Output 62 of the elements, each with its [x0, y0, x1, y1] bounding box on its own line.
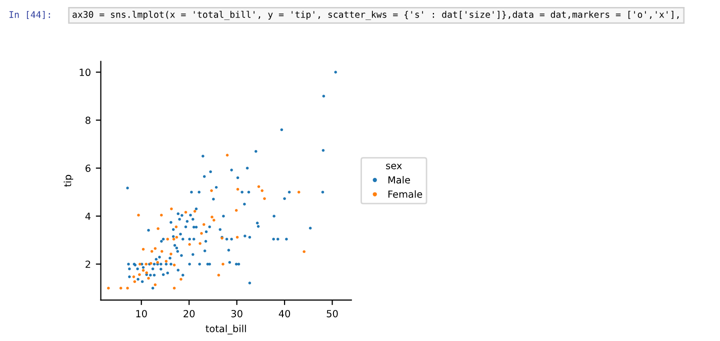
x-tick-label: 50 — [326, 310, 338, 318]
point — [172, 238, 176, 241]
point — [138, 273, 141, 276]
point — [202, 223, 206, 226]
point — [302, 250, 306, 254]
x-tick-label: 40 — [278, 310, 290, 318]
point — [257, 185, 260, 188]
point — [210, 216, 214, 218]
x-tick-label: 30 — [231, 310, 242, 318]
point — [260, 189, 264, 192]
text: In [44]: — [10, 11, 50, 20]
y-tick-label: 10 — [80, 68, 90, 76]
point — [107, 286, 110, 290]
point — [166, 238, 170, 241]
point — [142, 248, 145, 251]
point — [119, 286, 122, 290]
point — [236, 236, 239, 239]
point — [126, 286, 129, 290]
point — [200, 232, 203, 235]
point — [142, 268, 145, 272]
x-tick-label: 20 — [184, 310, 195, 318]
x-axis-title: total_bill — [206, 324, 246, 334]
point — [137, 214, 140, 217]
legend-label: Male — [388, 176, 410, 184]
point — [188, 243, 191, 246]
point — [154, 247, 157, 250]
point — [154, 283, 157, 286]
point — [172, 264, 176, 266]
point — [170, 208, 173, 210]
point — [222, 262, 224, 266]
point — [212, 218, 216, 222]
point — [217, 274, 220, 277]
point — [147, 276, 150, 280]
point — [193, 210, 196, 213]
text: ax30 = sns.lmplot(x = 'total_bill', y = 'tip', scatter_kws = {'s' : dat['size']},data = dat,markers = ['o','x'], — [72, 10, 679, 20]
point — [175, 236, 178, 239]
point — [144, 262, 148, 266]
point — [172, 286, 176, 290]
point — [150, 250, 154, 253]
point — [234, 208, 238, 212]
point — [198, 242, 202, 245]
legend-title: sex — [386, 164, 402, 170]
x-tick-label: 10 — [136, 310, 147, 318]
point — [174, 226, 178, 228]
y-tick-label: 6 — [86, 164, 90, 172]
y-tick-label: 2 — [86, 260, 90, 268]
point — [226, 154, 229, 157]
point — [180, 278, 182, 281]
point — [297, 190, 300, 194]
point — [160, 214, 163, 217]
point — [132, 275, 136, 278]
point — [164, 260, 168, 263]
point — [210, 189, 213, 192]
y-tick-label: 4 — [85, 212, 91, 220]
y-tick-label: 8 — [86, 116, 90, 124]
point — [160, 250, 164, 253]
point — [263, 197, 266, 200]
point — [133, 280, 136, 283]
point — [170, 252, 172, 256]
point — [156, 227, 160, 230]
legend-label: Female — [388, 190, 422, 198]
y-axis-title: tip — [64, 174, 74, 187]
